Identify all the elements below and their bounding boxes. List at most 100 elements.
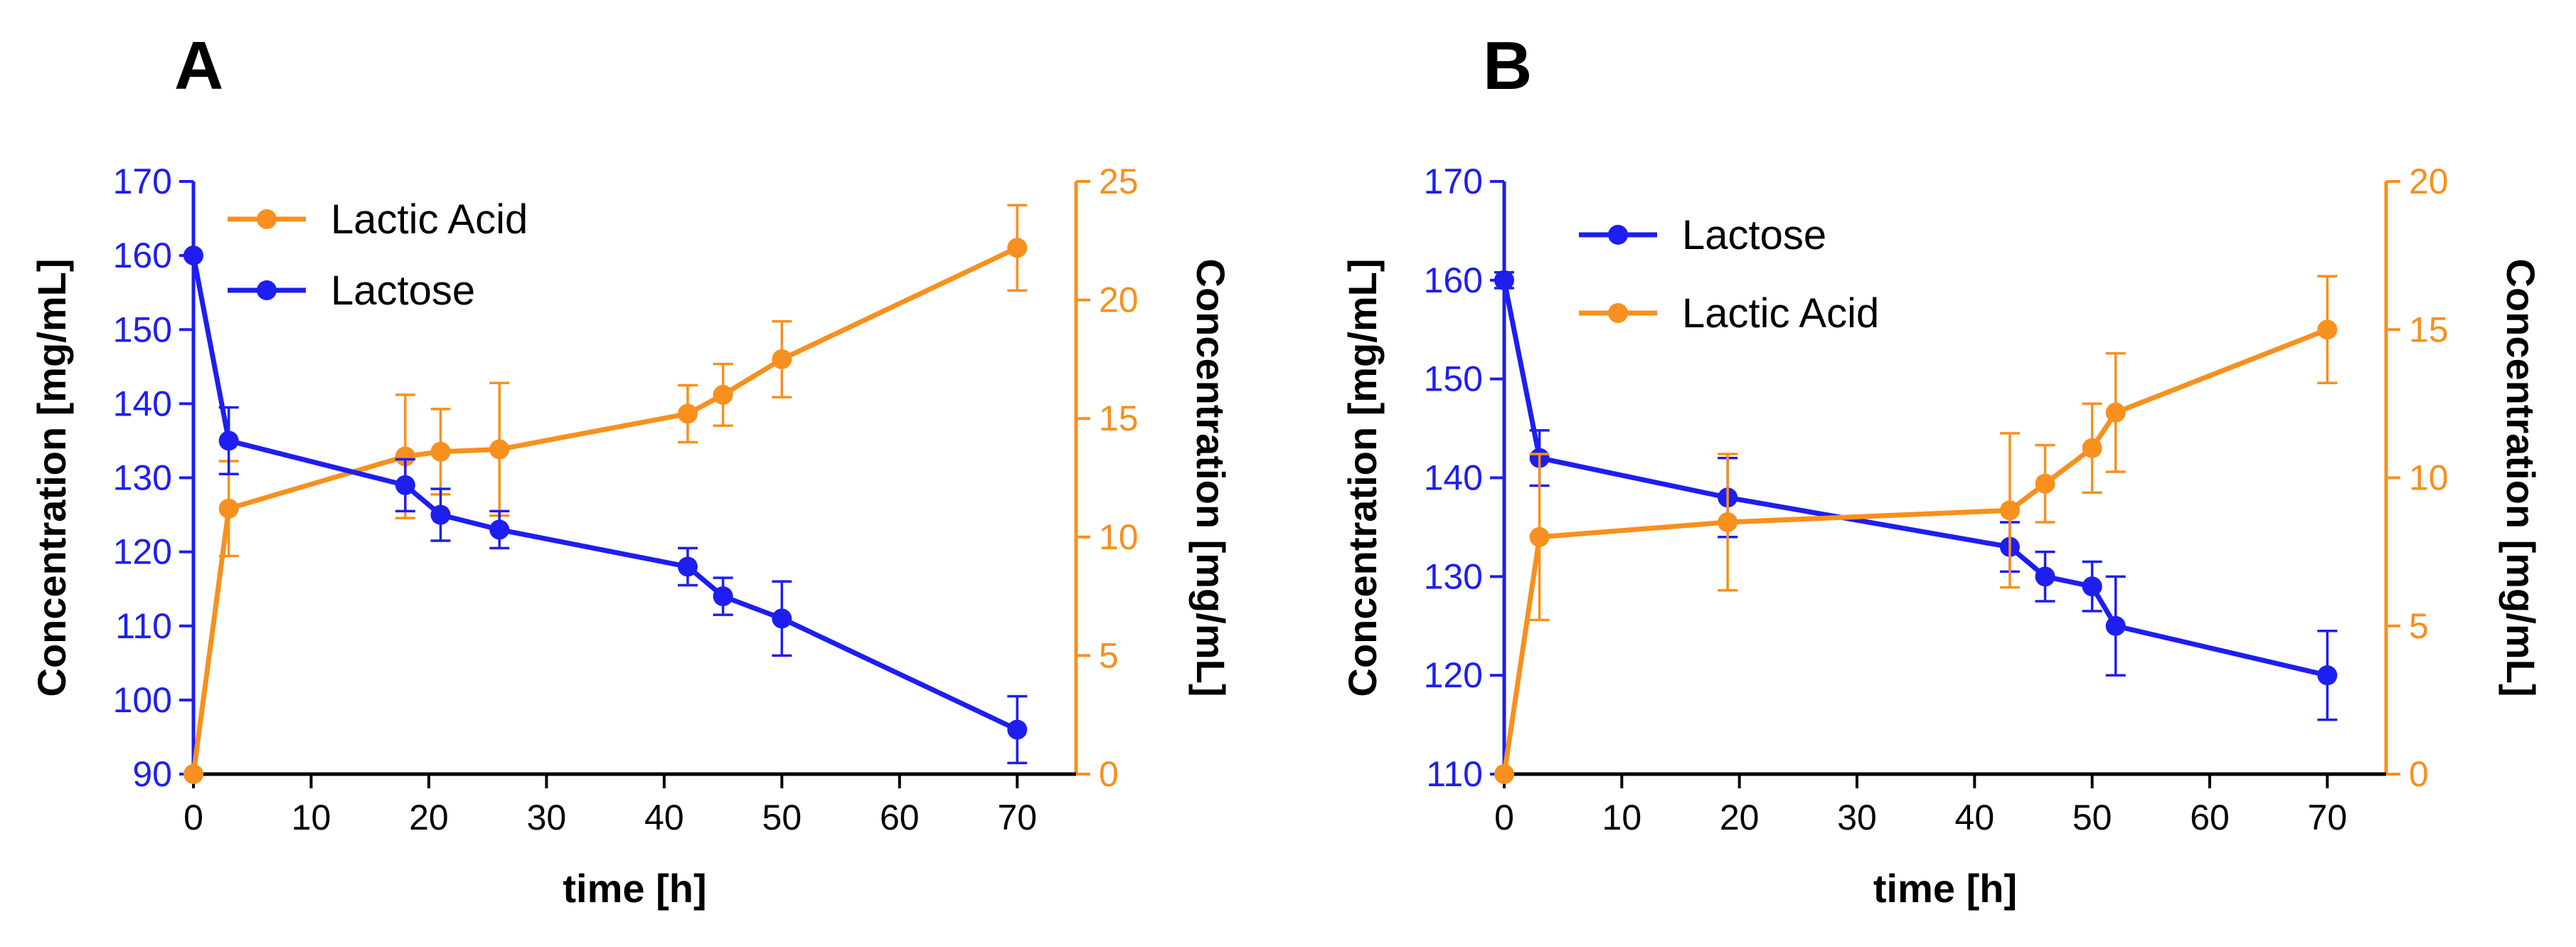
- legend-marker: [257, 209, 277, 229]
- left-y-tick-label: 160: [113, 236, 172, 275]
- left-y-tick-label: 150: [113, 310, 172, 349]
- x-tick-label: 50: [2072, 798, 2112, 837]
- x-tick-label: 10: [1602, 798, 1642, 837]
- legend: Lactose Lactic Acid: [1579, 212, 1879, 337]
- right-y-axis-title: Concentration [mg/mL]: [1188, 259, 1233, 697]
- data-point: [1529, 527, 1550, 547]
- right-y-tick-label: 0: [2409, 754, 2429, 794]
- data-point: [183, 245, 203, 266]
- x-tick-label: 70: [2308, 798, 2348, 837]
- data-point: [2082, 438, 2102, 458]
- right-y-tick-label: 15: [1099, 398, 1139, 438]
- legend-label: Lactic Acid: [1682, 290, 1879, 337]
- panel-letter: A: [174, 28, 223, 104]
- right-y-tick-label: 10: [1099, 517, 1139, 557]
- series-line: [191, 255, 1018, 732]
- right-y-tick-label: 20: [2409, 162, 2449, 201]
- data-point: [772, 608, 792, 629]
- right-y-tick-label: 20: [1099, 280, 1139, 320]
- left-y-tick-label: 110: [1426, 754, 1483, 794]
- data-point: [2035, 566, 2055, 587]
- x-tick-label: 20: [409, 798, 449, 837]
- data-point: [1718, 512, 1738, 532]
- x-axis-title: time [h]: [563, 866, 706, 911]
- left-y-tick-label: 170: [1424, 162, 1483, 201]
- left-y-tick-label: 170: [113, 162, 172, 201]
- x-tick-label: 40: [1955, 798, 1995, 837]
- data-point: [2082, 576, 2102, 597]
- left-y-tick-label: 160: [1424, 260, 1483, 300]
- data-point: [713, 586, 733, 607]
- series-lactic-acid: [1494, 275, 2338, 784]
- data-point: [2035, 473, 2055, 494]
- x-tick-label: 0: [183, 798, 203, 837]
- left-y-tick-label: 140: [1424, 458, 1483, 498]
- left-y-tick-label: 110: [115, 606, 172, 646]
- legend: Lactic Acid Lactose: [228, 196, 528, 314]
- data-point: [395, 475, 415, 495]
- left-y-tick-label: 120: [113, 532, 172, 572]
- data-point: [2317, 665, 2338, 686]
- series-line: [1501, 280, 2328, 678]
- right-y-tick-label: 0: [1099, 754, 1119, 794]
- left-y-tick-label: 130: [1424, 556, 1483, 596]
- chart-panel-b: B 0 10 20 30 40 50 60 70 110 120 130 140 150 160 170 0 5 1…: [1340, 28, 2543, 911]
- data-point: [677, 556, 698, 577]
- data-point: [772, 349, 792, 369]
- right-y-tick-label: 5: [2409, 606, 2429, 646]
- right-y-axis-title: Concentration [mg/mL]: [2498, 259, 2543, 697]
- data-point: [430, 441, 451, 462]
- legend-marker: [257, 280, 277, 300]
- series-lactic-acid: [183, 203, 1028, 784]
- x-tick-label: 40: [644, 798, 684, 837]
- series-line: [1501, 327, 2328, 775]
- chart-panel-a: A0 10 20 30 40 50 60 70901001101201301401501601…: [29, 28, 1233, 911]
- left-y-tick-label: 140: [113, 383, 172, 423]
- x-tick-label: 10: [292, 798, 331, 837]
- data-point: [2317, 319, 2338, 340]
- legend-marker: [1608, 303, 1628, 323]
- left-y-axis-title: Concentration [mg/mL]: [1340, 259, 1385, 697]
- data-point: [2105, 402, 2126, 423]
- x-tick-label: 60: [2190, 798, 2230, 837]
- x-tick-label: 0: [1494, 798, 1514, 837]
- data-point: [218, 430, 239, 451]
- legend-label: Lactose: [331, 268, 475, 314]
- left-y-tick-label: 100: [113, 680, 172, 720]
- x-tick-label: 30: [1837, 798, 1877, 837]
- data-point: [489, 439, 510, 460]
- left-y-tick-label: 120: [1424, 655, 1483, 695]
- data-point: [395, 446, 415, 467]
- data-point: [1494, 270, 1514, 290]
- data-point: [1999, 500, 2020, 521]
- data-point: [430, 504, 451, 525]
- data-point: [489, 519, 510, 540]
- legend-label: Lactose: [1682, 212, 1826, 258]
- panel-letter: B: [1483, 28, 1532, 104]
- left-y-axis-title: Concentration [mg/mL]: [29, 259, 74, 697]
- data-point: [677, 403, 698, 424]
- x-tick-label: 30: [527, 798, 567, 837]
- data-point: [713, 384, 733, 405]
- series-line: [191, 245, 1018, 775]
- x-tick-label: 70: [997, 798, 1037, 837]
- right-y-tick-label: 25: [1099, 162, 1139, 201]
- series-lactose: [1494, 270, 2338, 721]
- series-lactose: [183, 245, 1028, 765]
- right-y-tick-label: 5: [1099, 635, 1119, 675]
- data-point: [2105, 615, 2126, 636]
- legend-marker: [1608, 225, 1628, 245]
- x-axis-title: time [h]: [1873, 866, 2017, 911]
- data-point: [1494, 764, 1514, 784]
- left-y-tick-label: 130: [113, 458, 172, 498]
- data-point: [183, 764, 203, 784]
- legend-label: Lactic Acid: [331, 196, 528, 243]
- data-point: [1007, 719, 1028, 740]
- x-tick-label: 20: [1720, 798, 1760, 837]
- right-y-tick-label: 15: [2409, 310, 2449, 349]
- data-point: [1007, 238, 1028, 258]
- left-y-tick-label: 90: [132, 754, 172, 794]
- x-tick-label: 60: [880, 798, 920, 837]
- x-tick-label: 50: [762, 798, 802, 837]
